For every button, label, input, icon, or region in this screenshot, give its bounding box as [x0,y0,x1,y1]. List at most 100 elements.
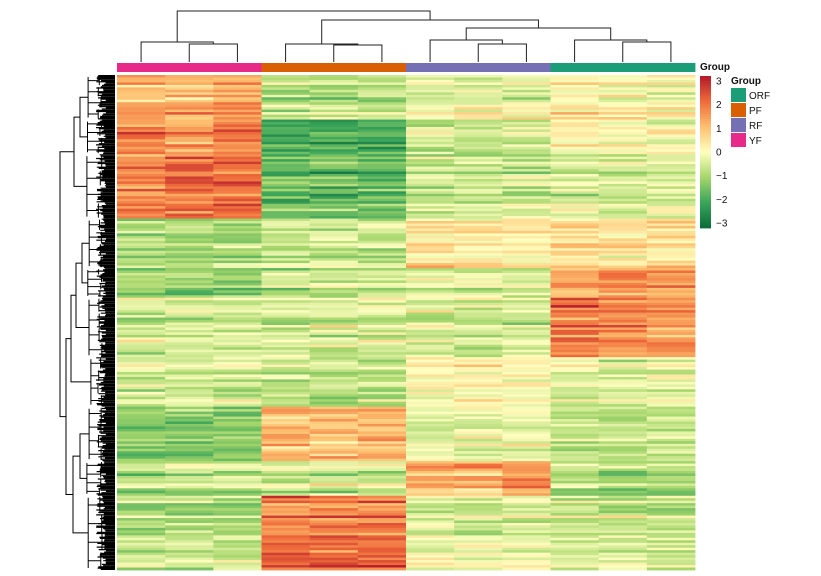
heatmap-cell [550,263,600,266]
heatmap-cell [502,359,551,363]
heatmap-cell [261,275,311,279]
heatmap-cell [309,79,359,83]
heatmap-cell [406,337,455,341]
heatmap-cell [550,211,600,215]
heatmap-cell [261,332,311,336]
heatmap-cell [165,181,214,185]
heatmap-cell [261,411,311,415]
heatmap-cell [309,260,359,264]
heatmap-cell [598,471,648,474]
heatmap-cell [550,347,600,351]
heatmap-cell [502,337,551,341]
heatmap-cell [598,268,648,271]
heatmap-cell [598,364,648,368]
heatmap-cell [598,79,648,83]
heatmap-cell [309,369,359,373]
heatmap-cell [406,255,455,259]
heatmap-cell [406,97,455,101]
heatmap-cell [261,82,311,86]
heatmap-cell [165,376,214,380]
heatmap-cell [309,362,359,365]
heatmap-cell [550,475,600,479]
heatmap-cell [165,545,214,549]
heatmap-cell [646,183,696,187]
heatmap-cell [261,230,311,234]
heatmap-cell [165,475,214,479]
heatmap-cell [406,367,455,370]
heatmap-cell [550,453,600,457]
color-scale-swatch [700,98,711,102]
heatmap-cell [550,339,600,343]
heatmap-cell [550,129,600,133]
heatmap-cell [406,483,455,487]
heatmap-cell [454,302,503,306]
heatmap-cell [550,391,600,395]
heatmap-cell [406,245,455,249]
heatmap-cell [165,416,214,420]
heatmap-cell [213,545,262,549]
heatmap-cell [454,282,503,286]
heatmap-cell [261,223,311,227]
heatmap-cell [502,114,551,118]
heatmap-cell [502,334,551,338]
heatmap-cell [165,495,214,499]
heatmap-cell [646,174,696,177]
heatmap-cell [502,480,551,484]
heatmap-cell [261,169,311,172]
heatmap-cell [550,542,600,546]
heatmap-cell [454,305,503,309]
heatmap-cell [117,478,166,482]
heatmap-cell [261,211,311,215]
heatmap-cell [261,245,311,249]
heatmap-cell [646,485,696,489]
heatmap-cell [213,260,262,264]
heatmap-cell [454,240,503,244]
heatmap-cell [550,515,600,519]
heatmap-cell [309,364,359,368]
heatmap-cell [213,557,262,561]
heatmap-cell [646,458,696,462]
heatmap-cell [117,287,166,291]
heatmap-cell [646,307,696,311]
heatmap-cell [213,401,262,405]
heatmap-cell [213,196,262,200]
heatmap-cell [550,466,600,469]
heatmap-cell [502,414,551,417]
heatmap-cell [357,466,407,469]
heatmap-cell [598,525,648,529]
heatmap-cell [454,423,503,427]
heatmap-cell [550,508,600,512]
heatmap-cell [454,369,503,373]
heatmap-cell [454,176,503,180]
heatmap-cell [598,290,648,294]
heatmap-cell [598,510,648,514]
heatmap-cell [165,245,214,249]
heatmap-cell [117,295,166,299]
heatmap-cell [502,164,551,167]
heatmap-cell [213,540,262,544]
heatmap-cell [454,475,503,479]
annotation-cell-pf [357,63,407,72]
heatmap-cell [309,87,359,91]
heatmap-cell [502,389,551,393]
heatmap-cell [261,367,311,370]
heatmap-cell [646,562,696,566]
heatmap-cell [454,421,503,425]
heatmap-cell [261,124,311,128]
heatmap-cell [213,428,262,432]
heatmap-cell [261,448,311,452]
heatmap-cell [454,77,503,81]
heatmap-cell [117,562,166,566]
heatmap-cell [261,555,311,559]
heatmap-cell [406,401,455,405]
heatmap-cell [117,448,166,452]
heatmap-cell [646,379,696,383]
heatmap-cell [598,196,648,200]
heatmap-cell [598,515,648,519]
heatmap-cell [357,409,407,413]
heatmap-cell [357,107,407,111]
heatmap-cell [357,433,407,437]
annotation-cell-rf [406,63,455,72]
heatmap-cell [550,540,600,544]
